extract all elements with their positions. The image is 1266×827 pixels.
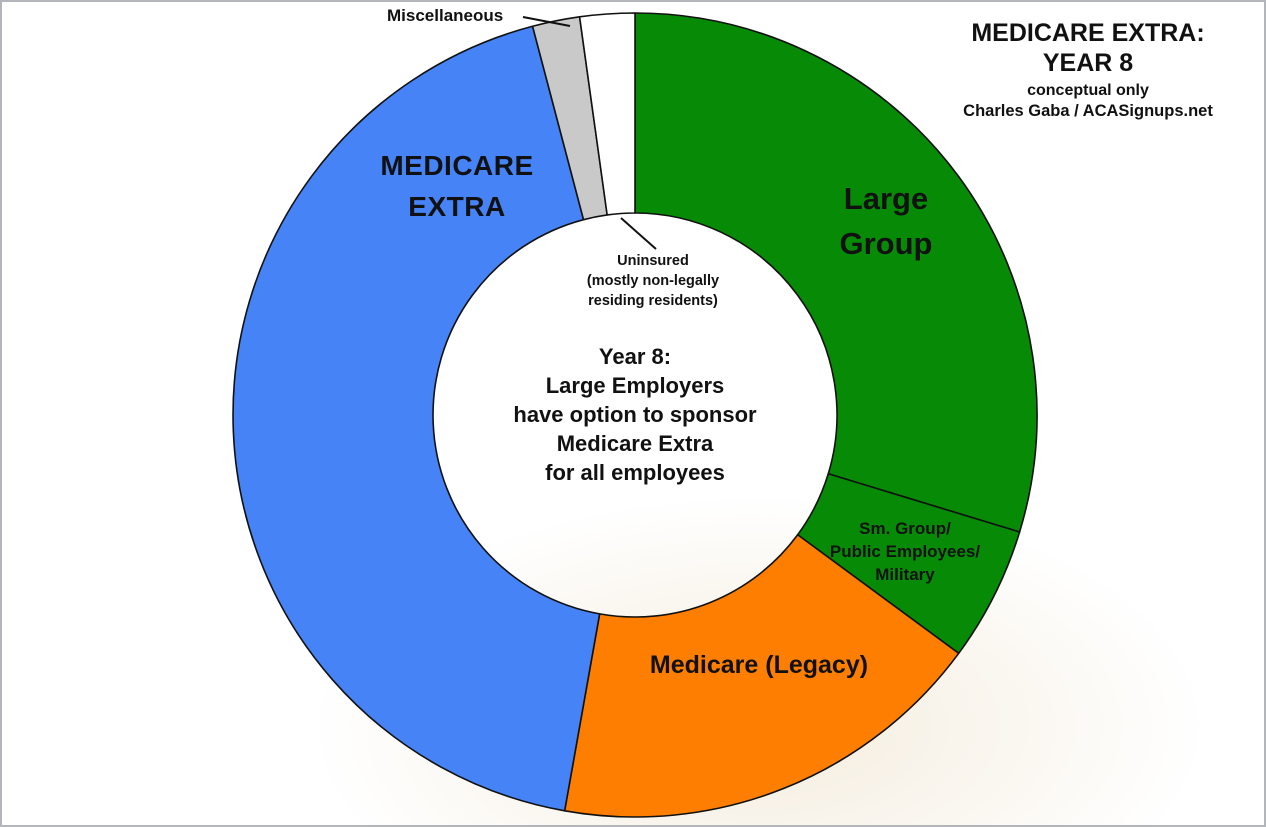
uninsured-pointer-line — [620, 217, 657, 250]
uninsured-annotation: Uninsured (mostly non-legally residing r… — [587, 251, 719, 311]
slice-medicare-legacy — [563, 533, 960, 818]
center-annotation: Year 8: Large Employers have option to s… — [513, 342, 756, 487]
slice-label-medicare-extra-line1: MEDICARE — [380, 150, 534, 181]
slice-label-medicare-extra: MEDICARE EXTRA — [380, 145, 533, 227]
center-annotation-line1: Year 8: — [598, 344, 672, 369]
slice-medicare-extra — [232, 25, 601, 812]
center-annotation-line3: have option to sponsor — [513, 402, 757, 427]
slice-label-medicare-extra-line2: EXTRA — [408, 191, 506, 222]
slice-label-medicare-legacy: Medicare (Legacy) — [649, 651, 869, 679]
center-annotation-line2: Large Employers — [545, 373, 725, 398]
slice-label-large-group: Large Group — [840, 176, 933, 266]
slice-label-sm-group-line2: Public Employees/ — [829, 542, 981, 561]
slice-label-large-group-line2: Group — [839, 226, 933, 261]
uninsured-annotation-line1: Uninsured — [617, 253, 689, 269]
chart-title-line1: MEDICARE EXTRA: — [971, 19, 1205, 47]
miscellaneous-pointer-line — [522, 16, 571, 27]
slice-label-large-group-line1: Large — [843, 181, 929, 216]
center-annotation-line5: for all employees — [545, 460, 725, 485]
slice-label-sm-group: Sm. Group/ Public Employees/ Military — [830, 517, 980, 586]
slice-label-miscellaneous: Miscellaneous — [387, 6, 504, 25]
slice-uninsured — [578, 12, 636, 216]
center-annotation-line4: Medicare Extra — [556, 431, 714, 456]
slice-label-sm-group-line3: Military — [875, 565, 935, 584]
title-block: MEDICARE EXTRA: YEAR 8 conceptual only C… — [930, 18, 1246, 122]
slice-large-group — [634, 12, 1038, 533]
slice-label-sm-group-line1: Sm. Group/ — [859, 519, 951, 538]
donut-slices — [232, 12, 1038, 818]
chart-subtitle: conceptual only — [1027, 82, 1149, 99]
uninsured-annotation-line3: residing residents) — [588, 293, 718, 309]
chart-title-line2: YEAR 8 — [1042, 49, 1134, 77]
chart-credit: Charles Gaba / ACASignups.net — [963, 102, 1213, 120]
uninsured-annotation-line2: (mostly non-legally — [586, 273, 720, 289]
